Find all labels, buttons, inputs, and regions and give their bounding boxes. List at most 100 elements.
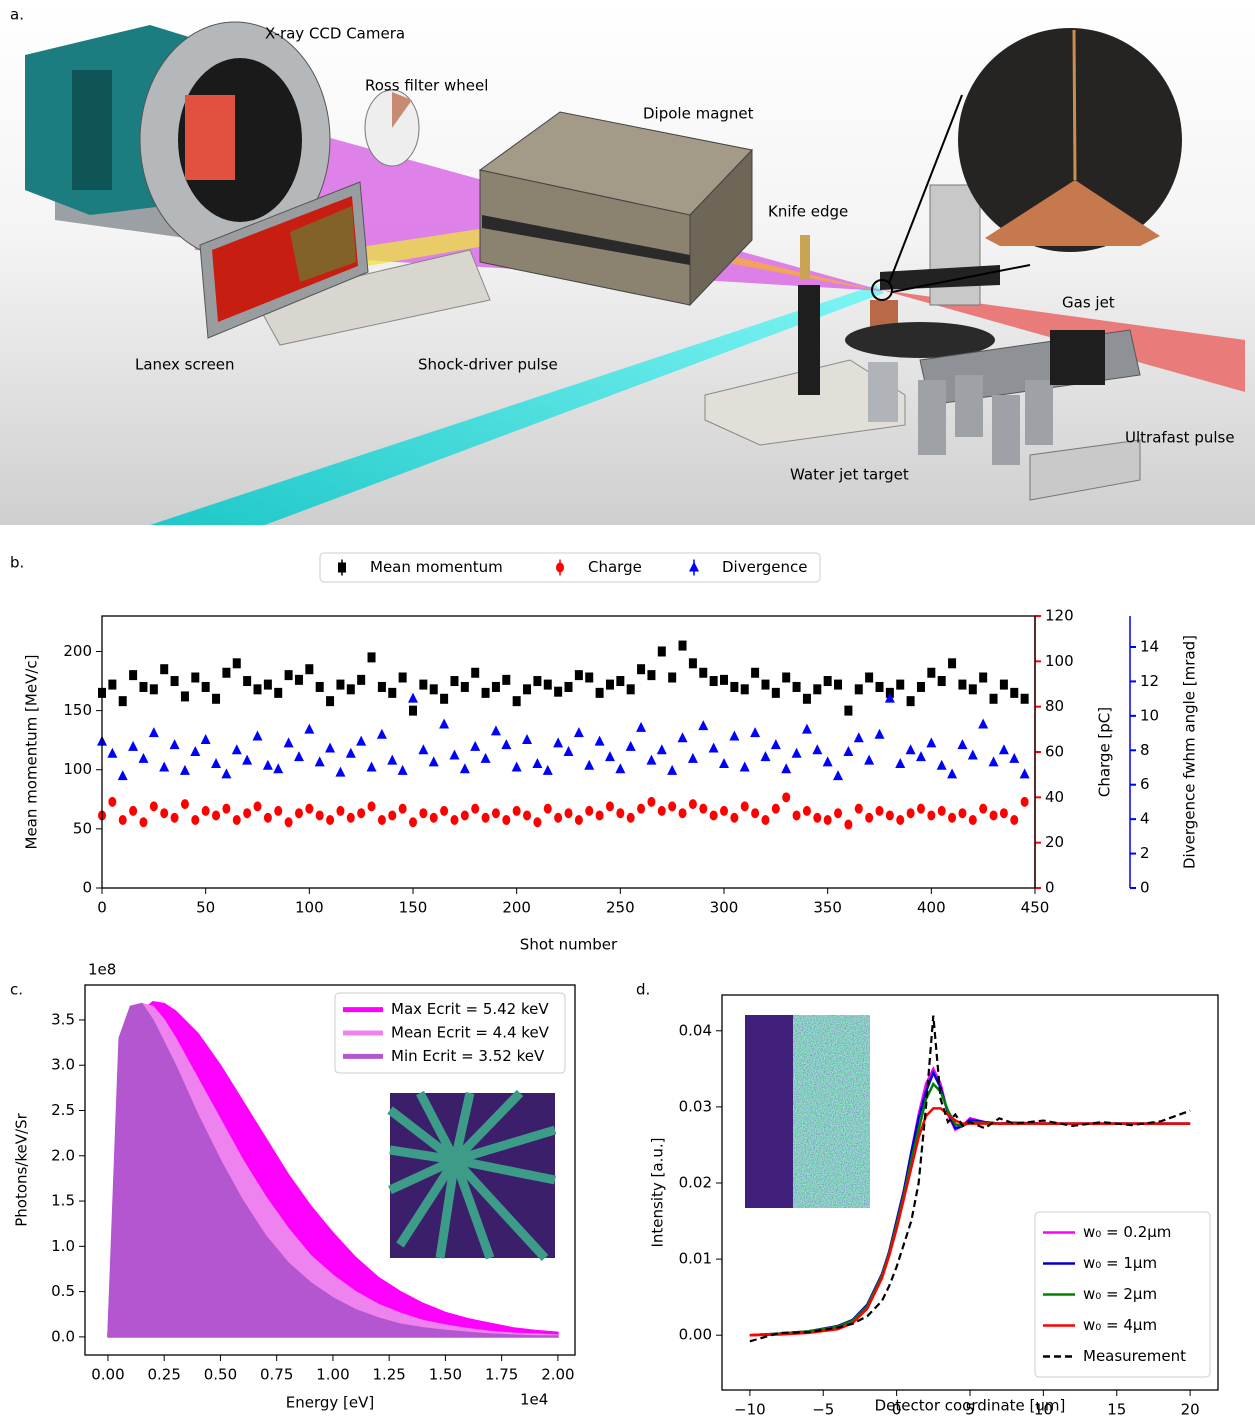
- marker: [658, 646, 666, 656]
- marker: [181, 799, 189, 809]
- marker: [1010, 688, 1018, 698]
- marker: [191, 672, 199, 682]
- legend-label: w₀ = 2μm: [1083, 1285, 1157, 1303]
- marker: [812, 744, 822, 754]
- post-3: [992, 395, 1020, 465]
- marker: [803, 806, 811, 816]
- marker: [513, 696, 521, 706]
- x-offset-label: 1e4: [520, 1391, 548, 1409]
- marker: [368, 652, 376, 662]
- panel-label: c.: [10, 981, 23, 999]
- marker: [813, 813, 821, 823]
- marker: [834, 808, 842, 818]
- marker: [741, 684, 749, 694]
- marker: [824, 815, 832, 825]
- x-tick-label: −5: [812, 1401, 834, 1419]
- y-tick-label: 80: [1045, 697, 1064, 715]
- marker: [771, 739, 781, 749]
- marker: [740, 761, 750, 771]
- marker: [202, 806, 210, 816]
- y-axis-label: Divergence fwhm angle [mrad]: [1181, 635, 1199, 869]
- marker: [678, 732, 688, 742]
- marker: [108, 680, 116, 690]
- marker: [637, 664, 645, 674]
- marker: [782, 792, 790, 802]
- marker: [760, 751, 770, 761]
- y-tick-label: 8: [1140, 741, 1150, 759]
- marker: [460, 763, 470, 773]
- marker: [202, 682, 210, 692]
- legend-label: Max Ecrit = 5.42 keV: [391, 1000, 549, 1018]
- marker: [751, 808, 759, 818]
- x-tick-label: 150: [399, 899, 428, 917]
- y-tick-label: 120: [1045, 607, 1074, 625]
- marker: [429, 756, 439, 766]
- x-axis-label: Shot number: [520, 936, 618, 954]
- marker: [347, 684, 355, 694]
- marker: [907, 808, 915, 818]
- marker: [596, 688, 604, 698]
- marker: [990, 810, 998, 820]
- schematic-label: Shock-driver pulse: [418, 356, 558, 374]
- marker: [876, 806, 884, 816]
- marker: [368, 801, 376, 811]
- marker: [409, 817, 417, 827]
- marker: [606, 680, 614, 690]
- y-tick-label: 6: [1140, 775, 1150, 793]
- marker: [533, 817, 541, 827]
- marker: [243, 676, 251, 686]
- marker: [285, 670, 293, 680]
- marker: [793, 810, 801, 820]
- marker: [761, 680, 769, 690]
- marker: [978, 718, 988, 728]
- marker: [957, 739, 967, 749]
- marker: [854, 732, 864, 742]
- legend-label: w₀ = 4μm: [1083, 1316, 1157, 1334]
- marker: [449, 749, 459, 759]
- marker: [482, 813, 490, 823]
- marker: [316, 810, 324, 820]
- marker: [357, 675, 365, 685]
- marker: [584, 760, 594, 770]
- schematic-label: Ultrafast pulse: [1125, 429, 1235, 447]
- marker: [565, 682, 573, 692]
- marker: [710, 676, 718, 686]
- marker: [834, 680, 842, 690]
- marker: [181, 691, 189, 701]
- marker: [212, 810, 220, 820]
- y-tick-label: 60: [1045, 743, 1064, 761]
- marker: [387, 755, 397, 765]
- legend-label: Charge: [588, 558, 642, 576]
- marker: [751, 668, 759, 678]
- marker: [254, 801, 262, 811]
- water-pipe: [868, 362, 898, 422]
- marker: [948, 658, 956, 668]
- marker: [710, 810, 718, 820]
- marker: [844, 820, 852, 830]
- x-tick-label: 0.25: [147, 1366, 180, 1384]
- marker: [305, 804, 313, 814]
- y-tick-label: 20: [1045, 833, 1064, 851]
- y-tick-label: 10: [1140, 706, 1159, 724]
- marker: [398, 765, 408, 775]
- marker: [160, 664, 168, 674]
- marker: [254, 684, 262, 694]
- marker: [356, 736, 366, 746]
- marker: [896, 680, 904, 690]
- marker: [575, 815, 583, 825]
- schematic-label: Water jet target: [790, 466, 909, 484]
- marker: [378, 682, 386, 692]
- y-tick-label: 0.00: [679, 1326, 712, 1344]
- marker: [325, 743, 335, 753]
- marker: [698, 720, 708, 730]
- marker: [326, 696, 334, 706]
- marker: [553, 737, 563, 747]
- knife-edge: [800, 235, 810, 280]
- marker: [1021, 694, 1029, 704]
- marker: [1020, 768, 1030, 778]
- marker: [1021, 797, 1029, 807]
- marker: [720, 675, 728, 685]
- marker: [316, 682, 324, 692]
- marker: [388, 810, 396, 820]
- legend-label: Divergence: [722, 558, 807, 576]
